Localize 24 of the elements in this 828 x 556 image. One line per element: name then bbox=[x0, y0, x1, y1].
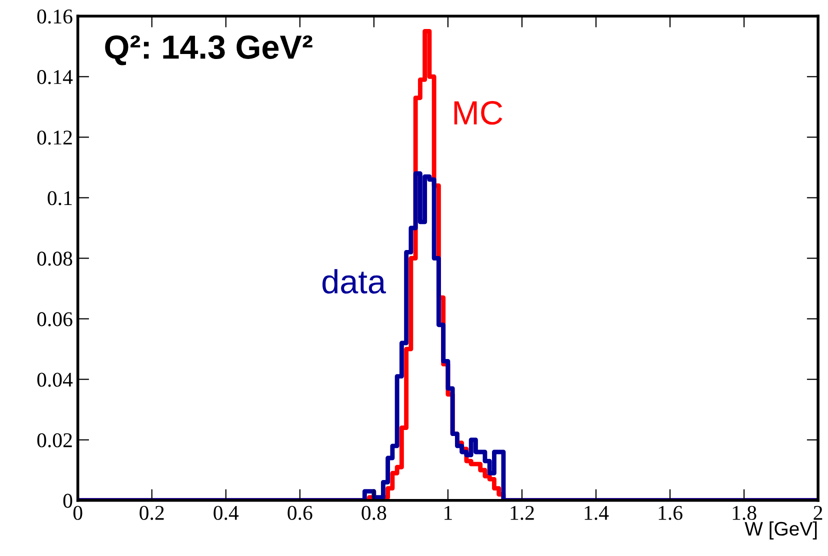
series-label: MC bbox=[454, 101, 502, 125]
y-tick-label: 0.06 bbox=[37, 312, 72, 326]
x-tick-label: 1.6 bbox=[658, 506, 682, 520]
x-tick-label: 0 bbox=[73, 506, 82, 520]
x-axis-title: W [GeV] bbox=[744, 521, 817, 540]
x-tick-label: 1.8 bbox=[732, 506, 756, 520]
x-tick-label: 0.6 bbox=[288, 506, 312, 520]
x-tick-label: 1.4 bbox=[584, 506, 609, 520]
x-tick-label: 0.2 bbox=[140, 506, 164, 520]
y-tick-label: 0.04 bbox=[37, 372, 73, 387]
y-tick-label: 0.08 bbox=[37, 252, 72, 266]
y-tick-label: 0.1 bbox=[48, 191, 72, 206]
y-tick-label: 0.14 bbox=[37, 70, 73, 84]
x-tick-label: 1.2 bbox=[510, 506, 534, 520]
y-tick-label: 0.16 bbox=[37, 10, 72, 24]
y-tick-label: 0.02 bbox=[37, 433, 72, 448]
y-tick-label: 0.12 bbox=[37, 130, 72, 145]
x-tick-label: 2 bbox=[814, 506, 822, 520]
x-tick-label: 0.4 bbox=[214, 506, 239, 520]
series-label: data bbox=[322, 269, 386, 294]
y-tick-label: 0 bbox=[63, 494, 72, 508]
x-tick-label: 1 bbox=[444, 506, 452, 520]
annotation: Q²: 14.3 GeV² bbox=[105, 35, 312, 66]
x-tick-label: 0.8 bbox=[362, 506, 386, 520]
